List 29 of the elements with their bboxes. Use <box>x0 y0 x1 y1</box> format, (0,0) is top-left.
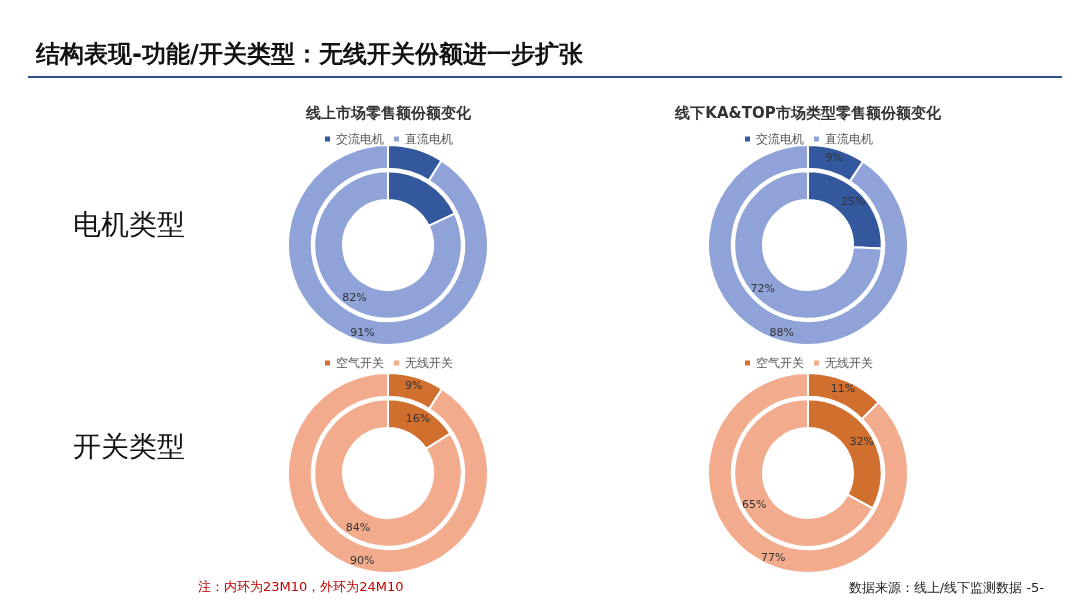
legend-label: 无线开关 <box>825 356 873 370</box>
legend-label: 空气开关 <box>336 356 384 370</box>
text: 结构表现-功能/开关类型：无线开关份额进一步扩张 <box>36 39 583 70</box>
data-label: 82% <box>342 291 367 305</box>
data-label: 90% <box>350 553 375 567</box>
data-label: 25% <box>840 195 866 209</box>
legend-label: 空气开关 <box>756 356 804 370</box>
text: 电机类型 <box>73 207 185 243</box>
data-label: 65% <box>742 498 767 512</box>
source-note: 数据来源：线上/线下监测数据 -5- <box>848 579 1044 597</box>
data-label: 88% <box>769 325 795 339</box>
chart-title: 线下KA&TOP市场类型零售额份额变化 <box>674 103 942 122</box>
data-label: 77% <box>760 550 786 564</box>
data-label: 16% <box>405 411 431 425</box>
legend-label: 直流电机 <box>825 132 873 146</box>
data-label: 91% <box>350 326 375 340</box>
chart-title: 线上市场零售额份额变化 <box>304 103 472 122</box>
text: 开关类型 <box>73 429 185 465</box>
legend-label: 无线开关 <box>405 356 453 370</box>
data-label: 72% <box>750 281 776 295</box>
data-label: 84% <box>345 521 371 535</box>
data-label: 11% <box>830 382 856 396</box>
data-label: 32% <box>849 434 874 448</box>
data-label: 9% <box>404 379 423 393</box>
legend-label: 交流电机 <box>336 132 384 146</box>
text: 注：内环为23M10，外环为24M10 <box>198 578 404 596</box>
data-label: 9% <box>825 151 843 165</box>
legend-label: 交流电机 <box>756 132 804 146</box>
legend-label: 直流电机 <box>405 132 453 146</box>
